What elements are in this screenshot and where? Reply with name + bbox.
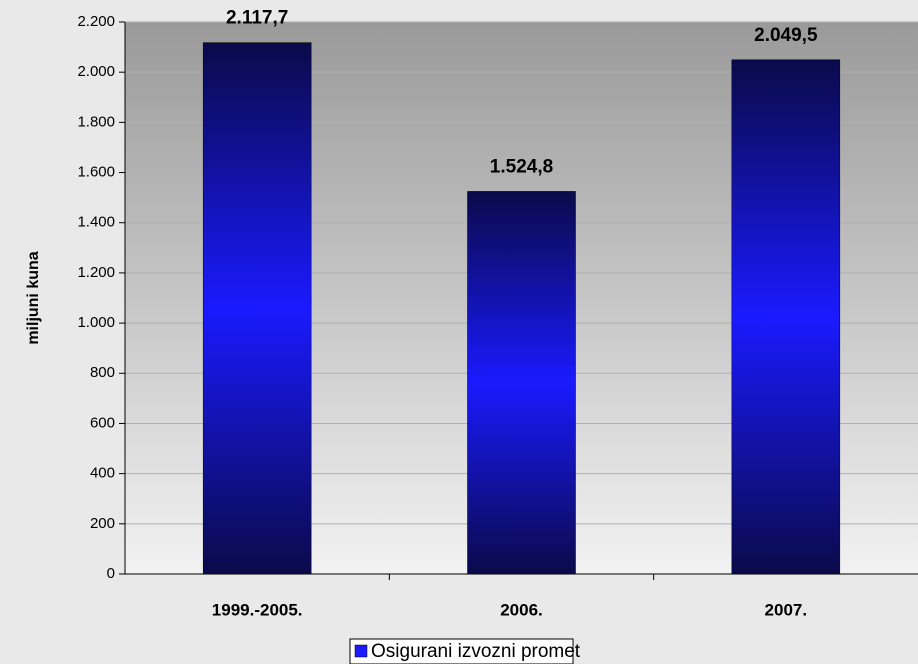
y-tick-label: 2.200 xyxy=(77,13,115,30)
bar xyxy=(731,59,841,575)
y-tick-label: 2.000 xyxy=(77,63,115,80)
value-label: 2.117,7 xyxy=(226,8,288,29)
y-tick-label: 400 xyxy=(90,465,115,482)
y-tick-label: 1.400 xyxy=(77,214,115,231)
value-label: 1.524,8 xyxy=(490,156,553,177)
y-tick-label: 0 xyxy=(107,565,115,582)
y-tick-label: 200 xyxy=(90,515,115,532)
bar xyxy=(202,42,312,575)
legend-box xyxy=(349,638,574,664)
y-tick-label: 1.800 xyxy=(77,113,115,130)
x-tick-label: 2007. xyxy=(765,600,808,619)
y-tick-label: 800 xyxy=(90,364,115,381)
legend-swatch xyxy=(354,644,368,658)
y-tick-label: 1.000 xyxy=(77,314,115,331)
x-tick-label: 2006. xyxy=(500,600,543,619)
value-label: 2.049,5 xyxy=(754,25,818,46)
y-tick-label: 1.200 xyxy=(77,264,115,281)
y-axis-label: miljuni kuna xyxy=(25,251,42,344)
y-tick-label: 1.600 xyxy=(77,164,115,181)
bar xyxy=(467,191,576,575)
x-tick-label: 1999.-2005. xyxy=(212,600,303,619)
y-tick-label: 600 xyxy=(90,414,115,431)
legend-label: Osigurani izvozni promet xyxy=(371,641,581,662)
